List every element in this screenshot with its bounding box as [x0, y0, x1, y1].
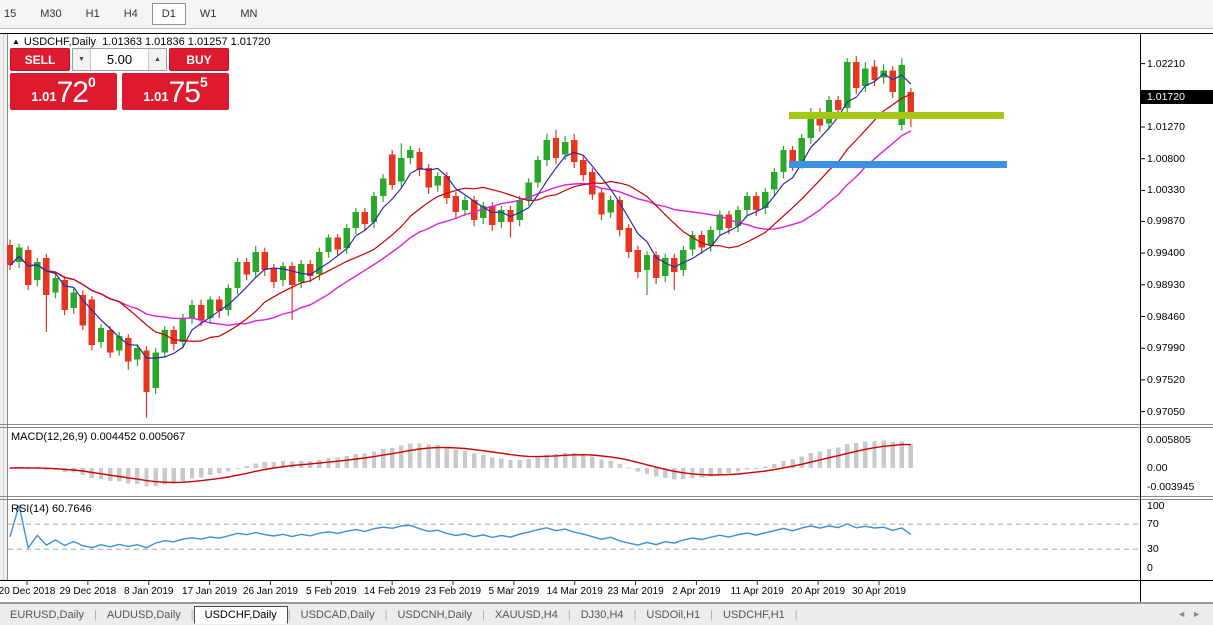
date-axis-label: 20 Apr 2019 — [791, 586, 846, 597]
tab-separator: | — [287, 609, 291, 621]
rsi-indicator-label: RSI(14) 60.7646 — [11, 503, 92, 515]
tab-separator: | — [482, 609, 485, 621]
tab-separator: | — [93, 609, 97, 621]
sell-price-big: 72 — [56, 76, 89, 109]
current-price-tag: 1.01720 — [1141, 90, 1213, 104]
volume-value[interactable]: 5.00 — [106, 52, 133, 67]
tab-scroll-arrows-icon[interactable]: ◄► — [1177, 609, 1207, 619]
date-axis-label: 11 Apr 2019 — [730, 586, 784, 597]
tab-separator: | — [794, 609, 798, 621]
chart-tab-usdchf-h1[interactable]: USDCHF,H1 — [723, 609, 785, 621]
date-axis-label: 26 Jan 2019 — [242, 586, 298, 597]
buy-price-prefix: 1.01 — [143, 89, 169, 104]
tab-separator: | — [710, 609, 714, 621]
chart-tab-usdchf-daily[interactable]: USDCHF,Daily — [193, 606, 288, 624]
date-axis-label: 30 Apr 2019 — [852, 586, 906, 597]
volume-spinner: ▼ 5.00 ▲ — [72, 48, 167, 71]
rsi-axis-tick: 30 — [1147, 543, 1159, 556]
buy-price-sup: 5 — [199, 74, 208, 90]
date-axis-label: 23 Mar 2019 — [607, 586, 664, 597]
macd-axis-tick: -0.003945 — [1147, 481, 1195, 493]
macd-axis-tick: 0.00 — [1147, 462, 1168, 474]
chart-tab-xauusd-h4[interactable]: XAUUSD,H4 — [494, 609, 558, 621]
price-axis-tick: 0.99870 — [1147, 215, 1185, 228]
rsi-axis-tick: 0 — [1147, 562, 1153, 574]
buy-price-big: 75 — [168, 76, 201, 109]
chart-tab-usdoil-h1[interactable]: USDOil,H1 — [646, 609, 701, 621]
date-axis-label: 8 Jan 2019 — [123, 586, 174, 597]
chart-tab-dj30-h4[interactable]: DJ30,H4 — [580, 609, 624, 621]
timeframe-toolbar: 15 M30 H1 H4 D1 W1 MN — [0, 0, 1213, 29]
date-axis-label: 20 Dec 2018 — [0, 586, 56, 597]
date-axis-label: 5 Feb 2019 — [305, 586, 357, 597]
tab-separator: | — [384, 609, 388, 621]
chart-symbol-label: USDCHF,Daily — [23, 36, 97, 48]
chart-tab-usdcnh-daily[interactable]: USDCNH,Daily — [397, 609, 473, 621]
buy-price-panel[interactable]: 1.01 75 5 — [122, 73, 229, 110]
timeframe-button-mn[interactable]: MN — [240, 8, 258, 20]
price-axis-tick: 0.97520 — [1147, 373, 1185, 386]
timeframe-button-h1[interactable]: H1 — [85, 8, 100, 20]
rsi-axis-tick: 70 — [1147, 518, 1159, 531]
price-axis-tick: 1.01270 — [1147, 121, 1185, 133]
price-axis-tick: 0.97990 — [1147, 342, 1185, 355]
chart-header: ▲ USDCHF,Daily 1.01363 1.01836 1.01257 1.… — [12, 36, 270, 48]
price-axis-tick: 1.00330 — [1147, 184, 1185, 197]
macd-indicator-label: MACD(12,26,9) 0.004452 0.005067 — [11, 431, 186, 443]
timeframe-button-d1[interactable]: D1 — [151, 3, 186, 25]
timeframe-button-15[interactable]: 15 — [4, 8, 17, 20]
tab-separator: | — [633, 609, 637, 621]
date-axis-label: 29 Dec 2018 — [59, 586, 117, 597]
price-axis-tick: 0.97050 — [1147, 405, 1185, 418]
symbol-direction-icon: ▲ — [12, 37, 20, 46]
chart-tab-audusd-daily[interactable]: AUDUSD,Daily — [106, 609, 181, 621]
sell-button[interactable]: SELL — [10, 48, 70, 71]
date-axis-label: 14 Mar 2019 — [546, 586, 603, 597]
volume-increase-button[interactable]: ▲ — [148, 49, 166, 70]
buy-button[interactable]: BUY — [169, 48, 229, 71]
chart-tab-bar: EURUSD,Daily | AUDUSD,Daily | USDCHF,Daily | U… — [0, 603, 1213, 625]
price-axis-tick: 1.00800 — [1147, 152, 1185, 165]
timeframe-button-w1[interactable]: W1 — [199, 8, 217, 20]
date-axis-label: 5 Mar 2019 — [488, 586, 540, 597]
timeframe-button-m30[interactable]: M30 — [40, 8, 62, 20]
date-axis-label: 14 Feb 2019 — [364, 586, 421, 597]
date-axis-label: 17 Jan 2019 — [182, 586, 238, 597]
date-axis-label: 2 Apr 2019 — [672, 586, 721, 597]
sell-price-sup: 0 — [87, 74, 96, 90]
chart-ohlc-values: 1.01363 1.01836 1.01257 1.01720 — [102, 36, 271, 48]
price-axis-tick: 0.98930 — [1147, 278, 1185, 291]
date-axis-label: 23 Feb 2019 — [424, 586, 482, 597]
price-axis-tick: 1.02210 — [1147, 57, 1185, 70]
tab-separator: | — [190, 609, 194, 621]
price-axis-tick: 0.99400 — [1147, 247, 1185, 260]
one-click-trading-widget: SELL ▼ 5.00 ▲ BUY 1.01 72 0 1.01 75 5 — [10, 48, 229, 110]
rsi-axis-tick: 100 — [1147, 499, 1165, 512]
timeframe-button-h4[interactable]: H4 — [123, 8, 138, 20]
price-axis-tick: 0.98460 — [1147, 310, 1185, 323]
sell-price-panel[interactable]: 1.01 72 0 — [10, 73, 117, 110]
sell-price-prefix: 1.01 — [31, 89, 57, 104]
macd-axis-tick: 0.005805 — [1147, 434, 1191, 447]
volume-decrease-button[interactable]: ▼ — [73, 49, 91, 70]
tab-separator: | — [567, 609, 571, 621]
chart-tab-eurusd-daily[interactable]: EURUSD,Daily — [10, 609, 84, 621]
chart-tab-usdcad-daily[interactable]: USDCAD,Daily — [300, 609, 375, 621]
